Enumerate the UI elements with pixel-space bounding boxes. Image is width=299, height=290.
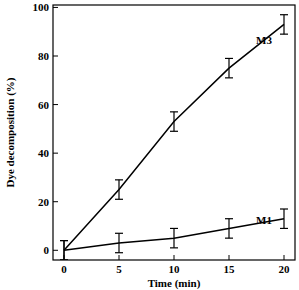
y-tick-label: 0 [44,244,50,256]
error-cap [170,131,178,132]
error-stem [173,112,174,131]
error-bar [60,241,68,260]
error-bar [280,15,288,34]
x-axis-label: Time (min) [148,277,201,290]
y-tick-label: 20 [38,196,50,208]
x-tick [284,255,285,260]
error-stem [283,209,284,228]
error-cap [60,240,68,241]
error-stem [118,233,119,252]
error-stem [228,58,229,77]
error-stem [63,241,64,260]
series-label: M1 [256,214,272,226]
error-cap [280,228,288,229]
x-tick [229,255,230,260]
error-stem [63,241,64,260]
plot-frame [53,5,295,260]
y-tick [53,7,58,8]
y-tick-label: 100 [33,1,50,13]
series-line [64,219,284,251]
y-tick [53,201,58,202]
error-cap [115,233,123,234]
error-cap [280,34,288,35]
y-tick [53,250,58,251]
error-stem [228,219,229,238]
error-bar [115,233,123,252]
error-cap [115,252,123,253]
error-bar [170,112,178,131]
error-bar [225,219,233,238]
error-bar [225,58,233,77]
error-cap [170,247,178,248]
x-tick-label: 5 [116,263,122,275]
x-tick [174,255,175,260]
x-tick-label: 10 [169,263,181,275]
y-tick [53,56,58,57]
error-stem [118,180,119,199]
y-axis-label: Dye decomposition (%) [4,77,17,187]
series-line [64,24,284,250]
y-tick-label: 40 [38,147,50,159]
series-label: M3 [256,34,272,46]
error-cap [225,77,233,78]
x-tick-label: 20 [279,263,291,275]
error-cap [60,259,68,260]
x-tick [119,255,120,260]
error-bar [170,228,178,247]
error-cap [280,14,288,15]
y-tick [53,153,58,154]
error-cap [225,238,233,239]
error-bar [115,180,123,199]
error-cap [225,58,233,59]
y-tick-label: 60 [38,99,50,111]
error-bar [280,209,288,228]
x-tick-label: 0 [61,263,67,275]
error-cap [60,240,68,241]
y-tick-label: 80 [38,50,50,62]
y-tick [53,104,58,105]
error-cap [280,208,288,209]
error-cap [115,199,123,200]
error-cap [170,111,178,112]
error-stem [173,228,174,247]
chart: 0 5 10 15 20 0 20 40 60 80 100 Time (min) Dye decomp… [0,0,299,290]
error-cap [115,179,123,180]
plot-area [60,15,288,260]
error-stem [283,15,284,34]
x-tick-label: 15 [224,263,236,275]
error-cap [225,218,233,219]
error-cap [170,228,178,229]
error-cap [60,259,68,260]
